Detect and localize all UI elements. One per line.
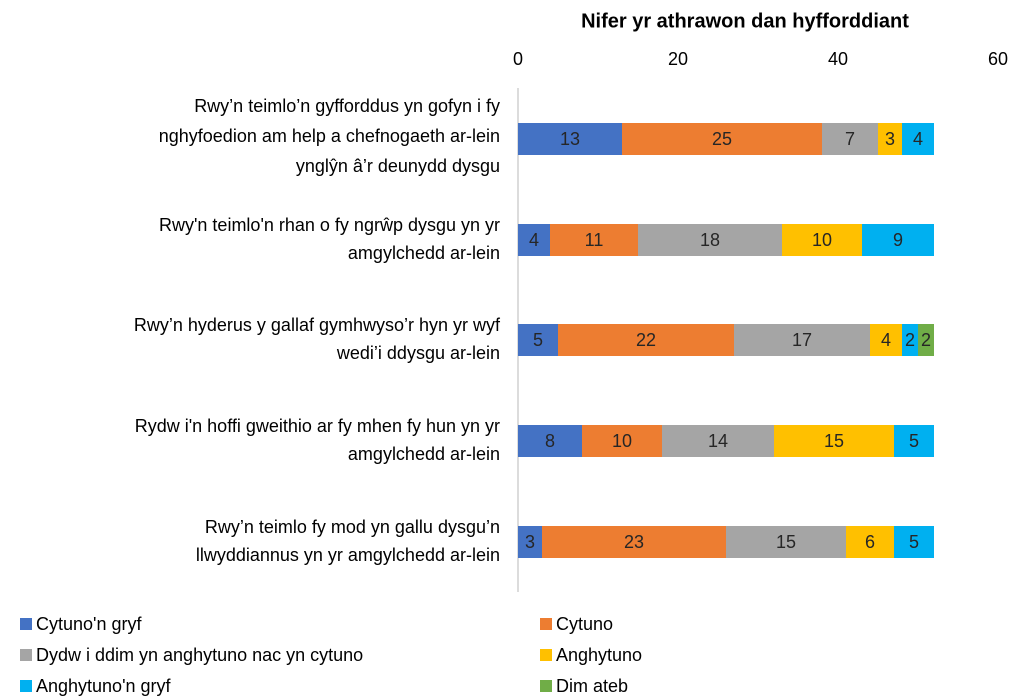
data-label: 9 (893, 230, 903, 250)
category-label: nghyfoedion am help a chefnogaeth ar-lei… (159, 126, 500, 146)
category-label: ynglŷn â’r deunydd dysgu (296, 156, 500, 176)
bar-segment (846, 526, 894, 558)
category-label: amgylchedd ar-lein (348, 444, 500, 464)
category-label: Rydw i'n hoffi gweithio ar fy mhen fy hu… (135, 416, 500, 436)
data-label: 11 (585, 230, 604, 250)
bar-segment (582, 425, 662, 457)
bar-segment (918, 324, 934, 356)
bar-segment (518, 324, 558, 356)
bar-segment (662, 425, 774, 457)
data-label: 4 (881, 330, 891, 350)
category-label: Rwy’n hyderus y gallaf gymhwyso’r hyn yr… (134, 315, 501, 335)
bar-segment (726, 526, 846, 558)
bar-segment (870, 324, 902, 356)
data-label: 15 (824, 431, 844, 451)
data-label: 23 (624, 532, 644, 552)
bar-segment (862, 224, 934, 256)
x-tick-label: 0 (513, 49, 523, 69)
legend-label: Dydw i ddim yn anghytuno nac yn cytuno (36, 645, 363, 665)
legend-swatch (540, 680, 552, 692)
data-label: 10 (812, 230, 832, 250)
data-label: 5 (909, 431, 919, 451)
category-label: wedi’i ddysgu ar-lein (336, 343, 500, 363)
data-label: 10 (612, 431, 632, 451)
bar-segment (894, 425, 934, 457)
category-label: Rwy'n teimlo'n rhan o fy ngrŵp dysgu yn … (159, 215, 500, 235)
data-label: 14 (708, 431, 728, 451)
x-tick-label: 40 (828, 49, 848, 69)
data-label: 3 (885, 129, 895, 149)
data-label: 17 (792, 330, 812, 350)
data-label: 5 (533, 330, 543, 350)
bar-segment (782, 224, 862, 256)
data-label: 7 (845, 129, 855, 149)
legend-label: Dim ateb (556, 676, 628, 696)
category-label: Rwy’n teimlo fy mod yn gallu dysgu’n (205, 517, 500, 537)
bar-segment (550, 224, 638, 256)
data-label: 5 (909, 532, 919, 552)
x-tick-label: 60 (988, 49, 1008, 69)
data-label: 18 (700, 230, 720, 250)
data-label: 2 (905, 330, 915, 350)
bar-segment (734, 324, 870, 356)
bar-segment (902, 324, 918, 356)
data-label: 25 (712, 129, 732, 149)
x-tick-label: 20 (668, 49, 688, 69)
bar-segment (894, 526, 934, 558)
bar-segment (878, 123, 902, 155)
data-label: 13 (560, 129, 580, 149)
legend-swatch (540, 618, 552, 630)
data-label: 22 (636, 330, 656, 350)
legend-swatch (20, 618, 32, 630)
bar-segment (518, 425, 582, 457)
legend-swatch (540, 649, 552, 661)
legend-label: Cytuno (556, 614, 613, 634)
bar-segment (518, 526, 542, 558)
data-label: 8 (545, 431, 555, 451)
bar-segment (518, 224, 550, 256)
legend-swatch (20, 649, 32, 661)
bar-segment (902, 123, 934, 155)
category-label: amgylchedd ar-lein (348, 243, 500, 263)
bar-segment (622, 123, 822, 155)
bar-segment (774, 425, 894, 457)
data-label: 2 (921, 330, 931, 350)
data-label: 4 (529, 230, 539, 250)
category-label: llwyddiannus yn yr amgylchedd ar-lein (196, 545, 500, 565)
axis-title: Nifer yr athrawon dan hyfforddiant (581, 10, 909, 32)
category-label: Rwy’n teimlo’n gyfforddus yn gofyn i fy (194, 96, 500, 116)
bar-segment (518, 123, 622, 155)
legend-label: Cytuno'n gryf (36, 614, 142, 634)
bar-segment (638, 224, 782, 256)
bar-segment (822, 123, 878, 155)
legend-label: Anghytuno (556, 645, 642, 665)
data-label: 6 (865, 532, 875, 552)
legend-swatch (20, 680, 32, 692)
data-label: 3 (525, 532, 535, 552)
legend-label: Anghytuno'n gryf (36, 676, 172, 696)
data-label: 4 (913, 129, 923, 149)
data-label: 15 (776, 532, 796, 552)
bar-segment (542, 526, 726, 558)
bar-segment (558, 324, 734, 356)
